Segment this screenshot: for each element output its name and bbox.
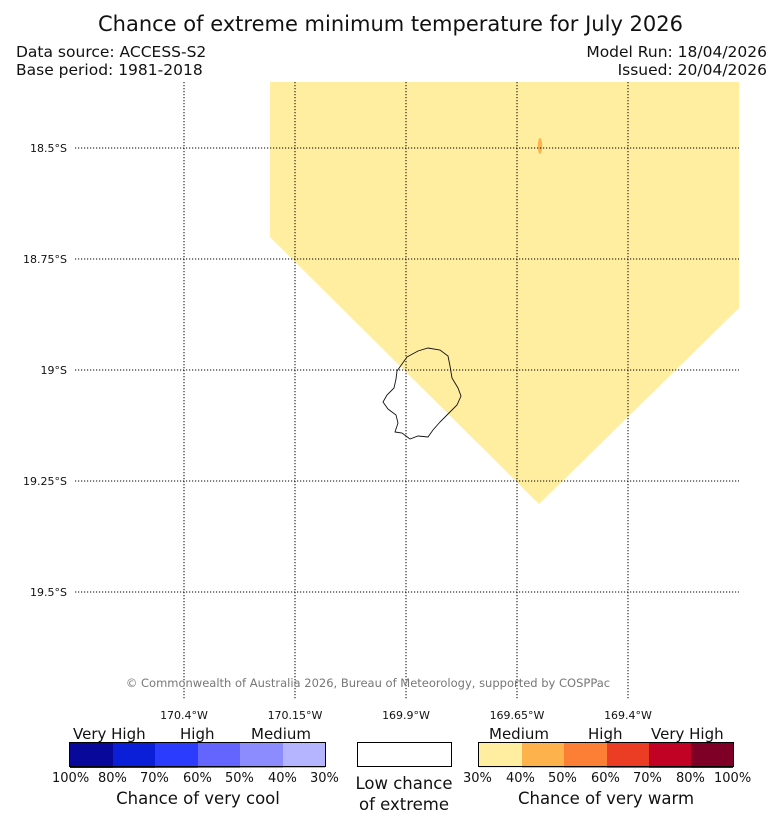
lat-label: 19°S bbox=[41, 364, 67, 377]
legend-tick: 100% bbox=[714, 771, 752, 786]
graticule bbox=[75, 82, 739, 700]
legend-swatch bbox=[357, 742, 452, 767]
legend-swatch bbox=[240, 743, 283, 768]
map-panel: 18.5°S 18.75°S 19°S 19.25°S 19.5°S © Com… bbox=[23, 82, 739, 700]
legend-swatch bbox=[479, 743, 522, 768]
legend-tier-label: Medium bbox=[489, 725, 549, 743]
copyright-notice: © Commonwealth of Australia 2026, Bureau… bbox=[126, 676, 610, 690]
legend-tick: 30% bbox=[310, 771, 339, 786]
legend-swatch bbox=[70, 743, 113, 768]
legend-swatch bbox=[283, 743, 325, 768]
legend-tier-label: High bbox=[588, 725, 623, 743]
legend-border bbox=[478, 742, 734, 767]
legend-title: Chance of very cool bbox=[116, 789, 280, 808]
lat-label: 19.25°S bbox=[23, 475, 67, 488]
legend-title: of extreme bbox=[358, 795, 450, 814]
legend-swatch bbox=[607, 743, 649, 768]
high-warm-spot bbox=[537, 138, 543, 154]
legend-tier-label: Very High bbox=[73, 725, 146, 743]
lat-label: 18.75°S bbox=[23, 253, 67, 266]
legend-tier-label: Medium bbox=[251, 725, 311, 743]
legend-title: Chance of very warm bbox=[517, 789, 695, 808]
legend-swatch bbox=[522, 743, 564, 768]
legend-tick: 40% bbox=[268, 771, 297, 786]
legend-tier-label: High bbox=[180, 725, 215, 743]
legend-tick: 70% bbox=[140, 771, 169, 786]
medium-warm-region bbox=[270, 82, 739, 504]
base-period: Base period: 1981-2018 bbox=[16, 61, 203, 79]
legend-tick: 50% bbox=[548, 771, 577, 786]
lon-label: 169.4°W bbox=[604, 709, 652, 722]
legend-tick: 60% bbox=[591, 771, 620, 786]
legend-tick: 100% bbox=[52, 771, 90, 786]
legend-tick: 30% bbox=[463, 771, 492, 786]
legend-swatch bbox=[198, 743, 240, 768]
data-source: Data source: ACCESS-S2 bbox=[16, 43, 207, 61]
legend-tick: 80% bbox=[98, 771, 127, 786]
legend-border bbox=[69, 742, 326, 767]
legend-tier-label: Very High bbox=[651, 725, 724, 743]
legend-swatch bbox=[691, 743, 733, 768]
legend-swatch bbox=[155, 743, 198, 768]
legend-tick: 40% bbox=[506, 771, 535, 786]
legend-tick: 50% bbox=[225, 771, 254, 786]
lon-label: 169.65°W bbox=[489, 709, 545, 722]
legend-title: Low chance bbox=[355, 774, 453, 793]
lon-label: 170.4°W bbox=[160, 709, 208, 722]
niue-island-outline bbox=[382, 347, 462, 440]
legend-swatch bbox=[113, 743, 155, 768]
chart-title: Chance of extreme minimum temperature fo… bbox=[97, 12, 683, 36]
legend-swatch bbox=[649, 743, 691, 768]
lon-label: 170.15°W bbox=[267, 709, 323, 722]
legend-tick: 70% bbox=[633, 771, 662, 786]
model-run: Model Run: 18/04/2026 bbox=[586, 43, 767, 61]
lat-label: 18.5°S bbox=[30, 142, 67, 155]
legend-tick: 60% bbox=[183, 771, 212, 786]
legend-tick: 80% bbox=[676, 771, 705, 786]
lat-label: 19.5°S bbox=[30, 586, 67, 599]
lon-label: 169.9°W bbox=[382, 709, 430, 722]
legend-swatch bbox=[564, 743, 607, 768]
issued-date: Issued: 20/04/2026 bbox=[617, 61, 767, 79]
